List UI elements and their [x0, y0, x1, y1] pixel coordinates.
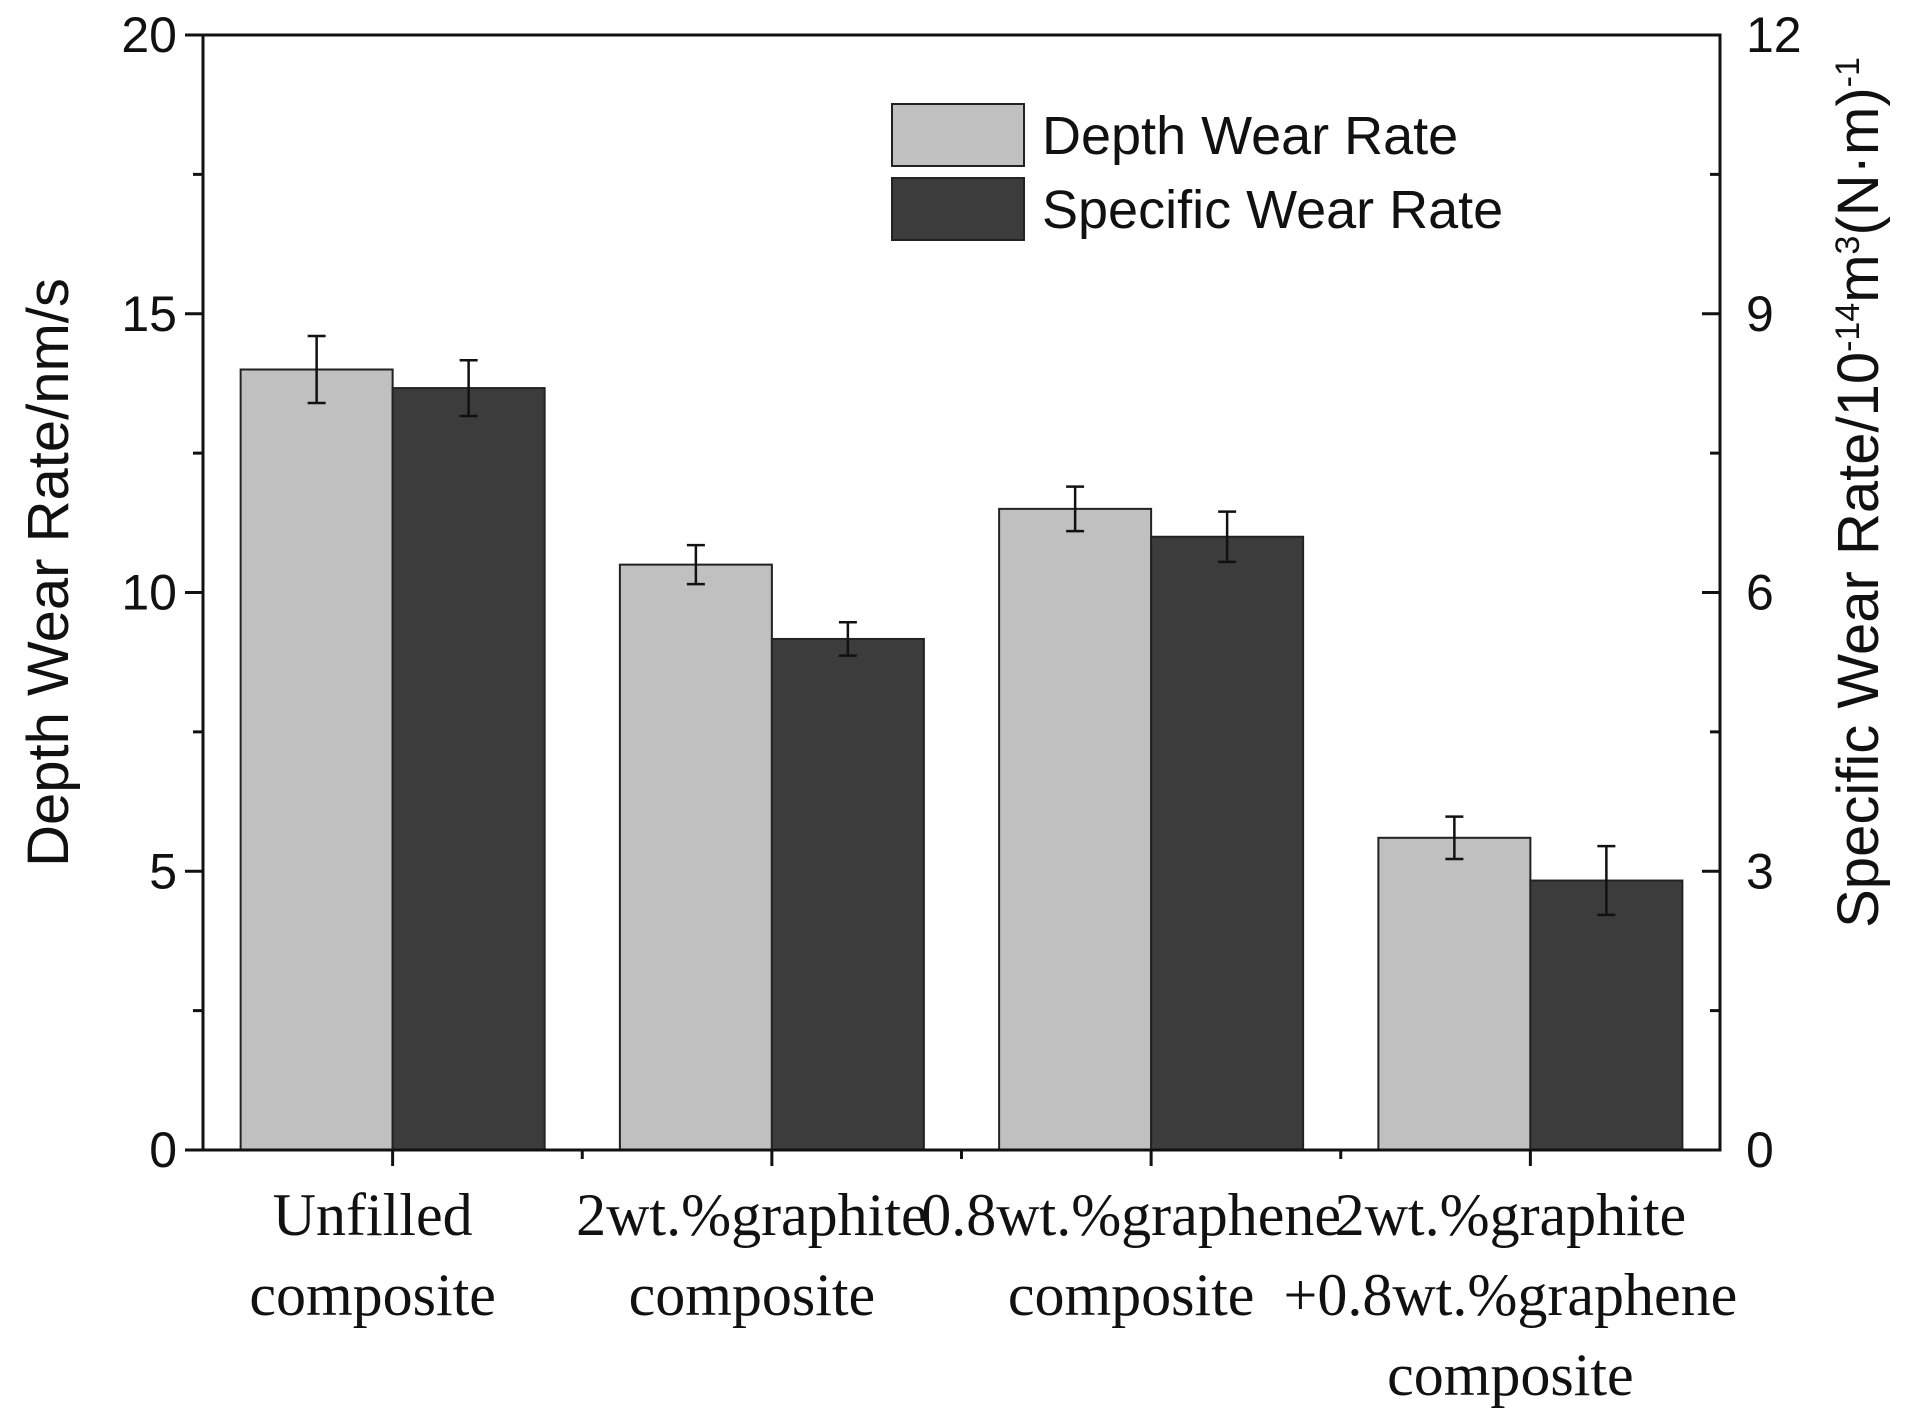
bar-specific-2 — [1150, 535, 1305, 1151]
error-bar-specific-3 — [1597, 844, 1616, 917]
x-category-label: 0.8wt.%graphene composite — [921, 1182, 1341, 1328]
y-right-axis-title: Specific Wear Rate/10-14m3(N·m)-1 — [1826, 57, 1891, 928]
bar-specific-0 — [391, 387, 546, 1152]
y-left-tick-label: 5 — [149, 843, 177, 899]
x-category-label: Unfilled composite — [249, 1182, 496, 1328]
y-right-title-paren: (N·m) — [1826, 87, 1891, 235]
error-bar-depth-0 — [307, 334, 326, 405]
x-category-label: 2wt.%graphite +0.8wt.%graphene composite — [1284, 1182, 1738, 1408]
y-right-tick-label: 6 — [1746, 565, 1774, 621]
x-category-label-line: Unfilled — [273, 1182, 473, 1248]
y-left-axis-title: Depth Wear Rate/nm/s — [16, 278, 81, 867]
error-bar-specific-1 — [838, 620, 857, 657]
y-left-tick-label: 20 — [121, 7, 177, 63]
y-right-title-mid: m — [1826, 254, 1891, 302]
x-category-label-line: composite — [629, 1262, 876, 1328]
x-category-label-line: 2wt.%graphite — [1335, 1182, 1687, 1248]
y-right-tick-label: 12 — [1746, 7, 1802, 63]
legend-label-specific: Specific Wear Rate — [1042, 180, 1503, 240]
bar-specific-3 — [1529, 879, 1684, 1152]
error-bar-depth-2 — [1066, 485, 1085, 533]
error-bar-specific-2 — [1218, 510, 1237, 564]
y-right-tick-label: 0 — [1746, 1122, 1774, 1178]
y-left-tick-label: 15 — [121, 286, 177, 342]
y-right-title-base: Specific Wear Rate/10 — [1826, 352, 1891, 928]
y-left-tick-label: 10 — [121, 565, 177, 621]
x-category-label-line: composite — [1008, 1262, 1255, 1328]
x-category-label-line: +0.8wt.%graphene — [1284, 1262, 1738, 1328]
error-bar-specific-0 — [459, 358, 478, 418]
bar-depth-2 — [998, 507, 1153, 1151]
legend-swatch-specific — [891, 177, 1025, 241]
y-right-title-exp3: -1 — [1829, 57, 1867, 87]
x-category-label-line: 0.8wt.%graphene — [921, 1182, 1341, 1248]
y-right-tick-label: 9 — [1746, 286, 1774, 342]
y-left-tick-label: 0 — [149, 1122, 177, 1178]
bar-depth-3 — [1377, 836, 1532, 1151]
bar-specific-1 — [770, 637, 925, 1151]
x-category-label-line: composite — [249, 1262, 496, 1328]
plot-area — [239, 334, 1684, 1152]
bar-depth-0 — [239, 368, 394, 1151]
legend-swatch-depth — [891, 103, 1025, 167]
legend-label-depth: Depth Wear Rate — [1042, 106, 1458, 166]
y-right-title-exp1: -14 — [1829, 303, 1867, 352]
bar-depth-1 — [618, 563, 773, 1151]
x-category-label-line: 2wt.%graphite — [576, 1182, 928, 1248]
x-category-label-line: composite — [1387, 1342, 1634, 1408]
y-right-title-exp2: 3 — [1829, 236, 1867, 255]
legend: Depth Wear Rate Specific Wear Rate — [891, 103, 1503, 241]
error-bar-depth-3 — [1445, 815, 1464, 861]
y-right-tick-label: 3 — [1746, 843, 1774, 899]
x-category-label: 2wt.%graphite composite — [576, 1182, 928, 1328]
error-bar-depth-1 — [686, 543, 705, 586]
